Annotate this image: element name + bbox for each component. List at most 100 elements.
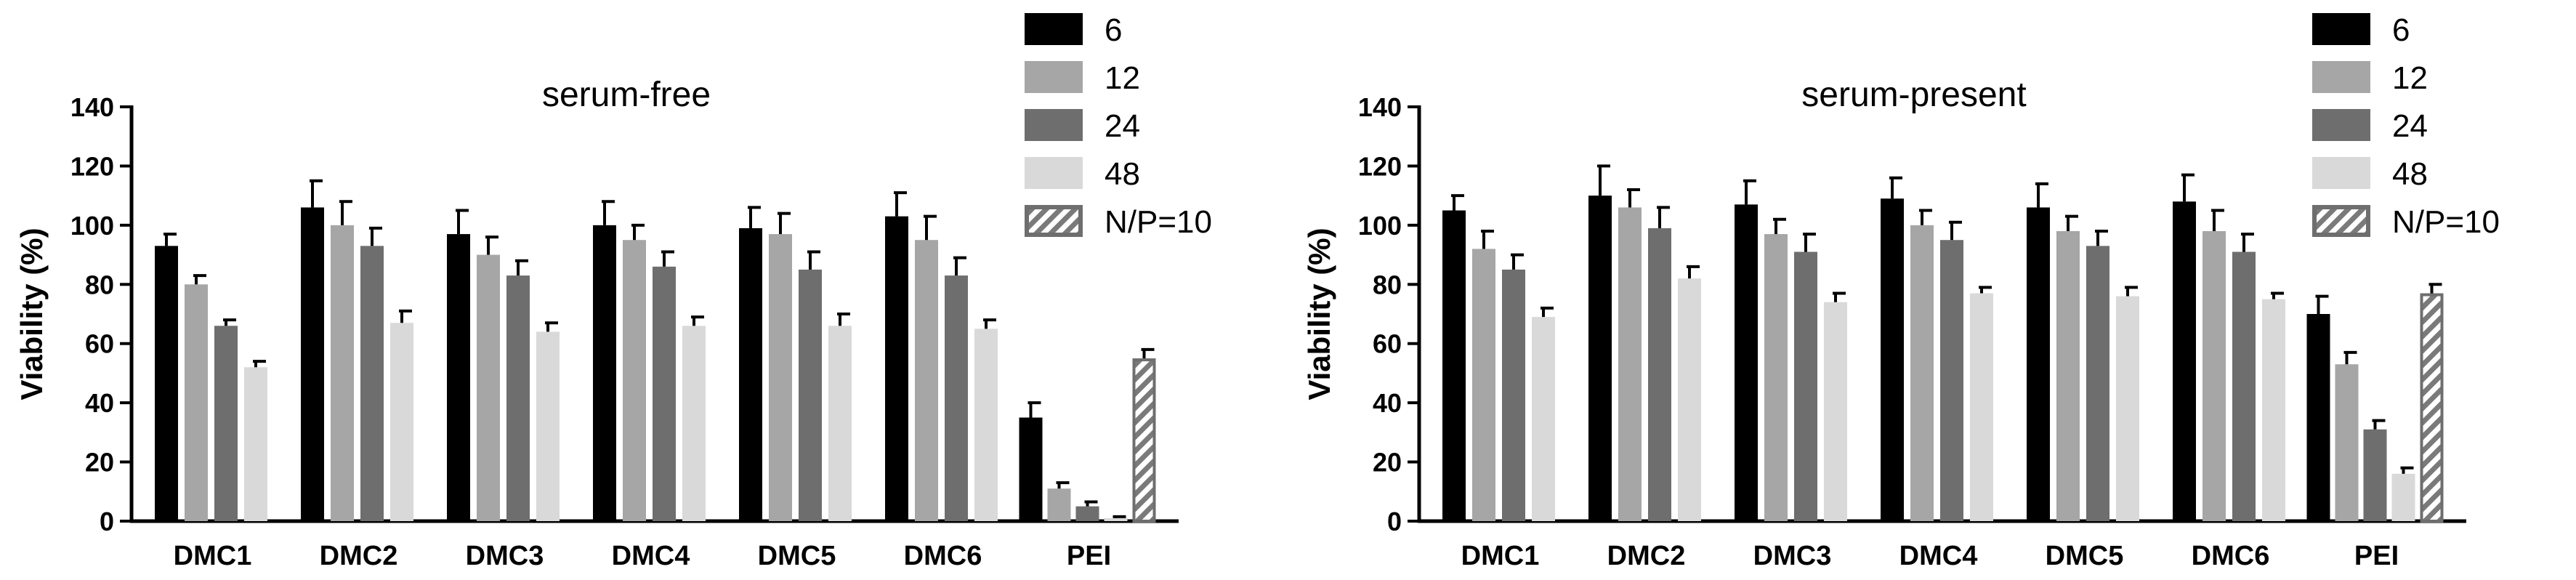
bar — [1910, 225, 1934, 521]
bar — [2420, 293, 2444, 523]
y-tick-label: 60 — [85, 329, 114, 359]
bar — [1678, 278, 1701, 521]
legend-label: 48 — [2392, 156, 2428, 192]
chart-svg-serum-free: serum-free Viability (%) 0 20 40 60 80 100 120… — [15, 12, 1212, 571]
y-tick-label: 40 — [85, 388, 114, 418]
y-tick-label: 80 — [85, 270, 114, 299]
legend-label: N/P=10 — [1105, 204, 1212, 240]
y-tick-label: 140 — [1358, 92, 1402, 122]
bar — [682, 326, 706, 521]
x-tick-label: PEI — [2354, 541, 2399, 571]
bar — [2173, 201, 2196, 521]
x-tick-label: DMC5 — [2046, 541, 2124, 571]
bar — [447, 234, 470, 521]
y-tick-label: 20 — [1373, 448, 1402, 478]
bar — [185, 284, 208, 521]
bar — [360, 246, 384, 521]
bar — [2202, 231, 2226, 521]
bar — [477, 254, 500, 521]
legend-swatch — [2312, 157, 2370, 189]
legend-label: 12 — [1105, 60, 1140, 96]
x-tick-label: DMC3 — [1753, 541, 1832, 571]
x-tick-label: DMC5 — [758, 541, 836, 571]
bar — [301, 207, 324, 521]
bar — [799, 269, 822, 521]
x-tick-label: DMC2 — [1607, 541, 1686, 571]
legend-swatch — [2312, 205, 2370, 237]
legend-label: 48 — [1105, 156, 1140, 192]
bar — [945, 275, 968, 521]
x-tick-label: DMC3 — [466, 541, 544, 571]
bar — [1047, 488, 1071, 521]
bar — [244, 367, 267, 521]
x-tick-label: DMC1 — [1461, 541, 1540, 571]
bar — [2306, 314, 2330, 521]
legend-swatch — [1025, 13, 1083, 45]
bar — [1881, 198, 1904, 521]
legend-label: 24 — [1105, 108, 1140, 144]
bar — [915, 240, 938, 521]
y-tick-label: 40 — [1373, 388, 1402, 418]
y-tick-label: 20 — [85, 448, 114, 478]
bar — [2086, 246, 2109, 521]
y-axis-title: Viability (%) — [15, 227, 49, 400]
bar — [1132, 358, 1156, 523]
legend-swatch — [1025, 109, 1083, 141]
bar — [1502, 269, 1525, 521]
legend-swatch — [1025, 61, 1083, 93]
legend-label: N/P=10 — [2392, 204, 2500, 240]
chart-title: serum-present — [1801, 76, 2026, 114]
legend-label: 12 — [2392, 60, 2428, 96]
bar — [1442, 210, 1466, 521]
bar — [1970, 293, 1993, 521]
legend-swatch — [1025, 157, 1083, 189]
bar — [739, 227, 762, 521]
x-tick-label: DMC6 — [904, 541, 982, 571]
y-tick-label: 60 — [1373, 329, 1402, 359]
y-tick-label: 140 — [70, 92, 114, 122]
bar — [506, 275, 530, 521]
bar — [1104, 517, 1128, 521]
bar — [1588, 196, 1612, 521]
bar — [2391, 473, 2415, 521]
bar — [155, 246, 178, 521]
x-tick-label: DMC4 — [1899, 541, 1978, 571]
chart-title: serum-free — [542, 76, 711, 114]
bar — [2232, 251, 2256, 521]
x-tick-label: DMC6 — [2192, 541, 2270, 571]
legend-swatch — [1025, 205, 1083, 237]
bar — [2056, 231, 2080, 521]
x-tick-label: DMC2 — [320, 541, 398, 571]
chart-svg-serum-present: serum-present Viability (%) 0 20 40 60 80 100… — [1302, 12, 2500, 571]
bar — [1019, 417, 1043, 521]
bar — [623, 240, 646, 521]
bar — [974, 329, 998, 521]
bar — [653, 266, 676, 521]
bar — [593, 225, 616, 521]
legend-swatch — [2312, 13, 2370, 45]
chart-panel-serum-present: serum-present Viability (%) 0 20 40 60 80 100… — [1288, 0, 2576, 580]
bar — [2335, 364, 2359, 521]
bar — [2116, 296, 2139, 521]
bar — [1940, 240, 1963, 521]
legend-label: 24 — [2392, 108, 2428, 144]
bar — [885, 216, 908, 521]
bar — [1618, 207, 1642, 521]
bar — [1794, 251, 1817, 521]
bar — [2027, 207, 2050, 521]
bar — [1764, 234, 1788, 521]
x-tick-label: DMC4 — [612, 541, 690, 571]
bar — [1075, 506, 1099, 521]
y-tick-label: 100 — [70, 211, 114, 241]
legend-swatch — [2312, 109, 2370, 141]
bar — [1648, 227, 1671, 521]
legend-label: 6 — [2392, 12, 2410, 48]
bar — [1472, 249, 1495, 521]
y-tick-label: 120 — [1358, 151, 1402, 181]
y-axis-title: Viability (%) — [1302, 227, 1336, 400]
bar — [1532, 317, 1555, 521]
legend-swatch — [2312, 61, 2370, 93]
y-tick-label: 0 — [100, 507, 114, 536]
x-tick-label: DMC1 — [174, 541, 252, 571]
bar — [1824, 302, 1847, 521]
